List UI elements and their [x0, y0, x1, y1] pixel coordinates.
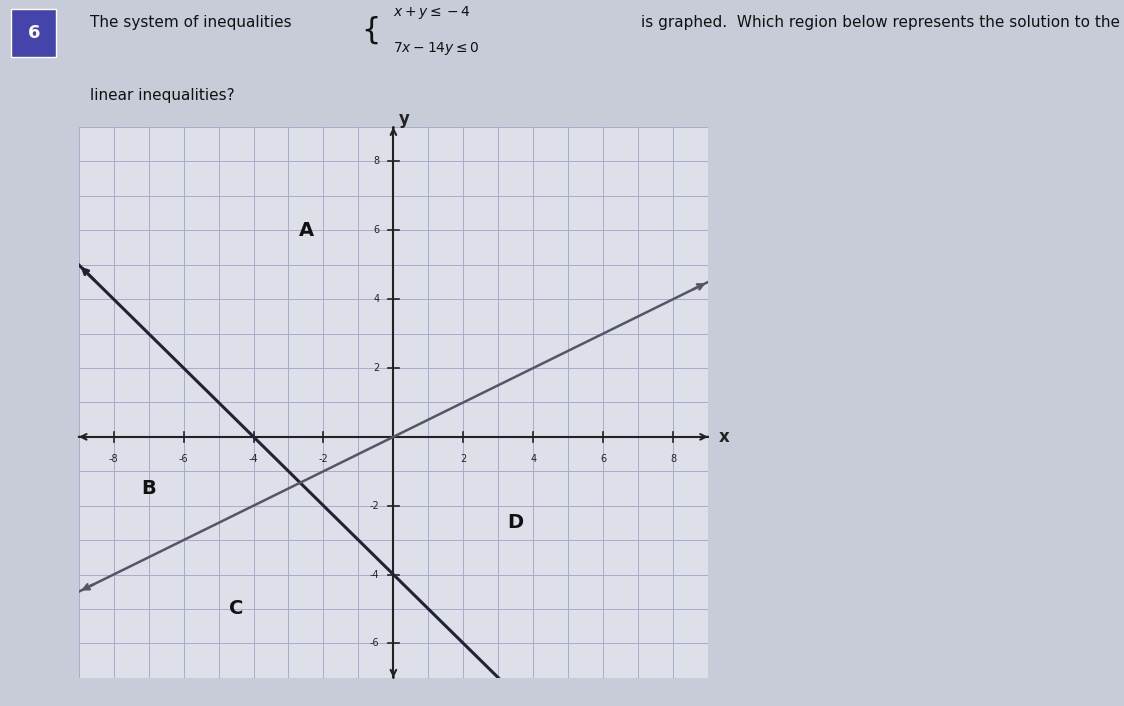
Text: -6: -6	[179, 454, 189, 464]
Text: x: x	[718, 428, 729, 445]
Text: A: A	[298, 221, 314, 240]
Text: 2: 2	[373, 363, 380, 373]
Text: 4: 4	[373, 294, 380, 304]
Text: 6: 6	[27, 24, 40, 42]
Text: The system of inequalities: The system of inequalities	[90, 16, 291, 30]
Text: 6: 6	[600, 454, 606, 464]
Text: C: C	[229, 599, 243, 618]
Bar	[11, 9, 56, 57]
Text: 8: 8	[373, 157, 380, 167]
Text: linear inequalities?: linear inequalities?	[90, 88, 235, 103]
Text: B: B	[142, 479, 156, 498]
Text: 2: 2	[460, 454, 466, 464]
Text: is graphed.  Which region below represents the solution to the system of: is graphed. Which region below represent…	[641, 16, 1124, 30]
Text: 8: 8	[670, 454, 677, 464]
Text: -8: -8	[109, 454, 118, 464]
Text: {: {	[361, 16, 381, 45]
Text: -6: -6	[370, 638, 380, 648]
Text: -4: -4	[370, 570, 380, 580]
Text: -2: -2	[370, 501, 380, 510]
Text: 4: 4	[531, 454, 536, 464]
Text: $7x - 14y \leq 0$: $7x - 14y \leq 0$	[393, 40, 480, 56]
Text: -4: -4	[248, 454, 259, 464]
Text: -2: -2	[318, 454, 328, 464]
Text: $x + y \leq -4$: $x + y \leq -4$	[393, 4, 471, 21]
Text: D: D	[508, 513, 524, 532]
Text: y: y	[398, 109, 409, 128]
Text: 6: 6	[373, 225, 380, 235]
